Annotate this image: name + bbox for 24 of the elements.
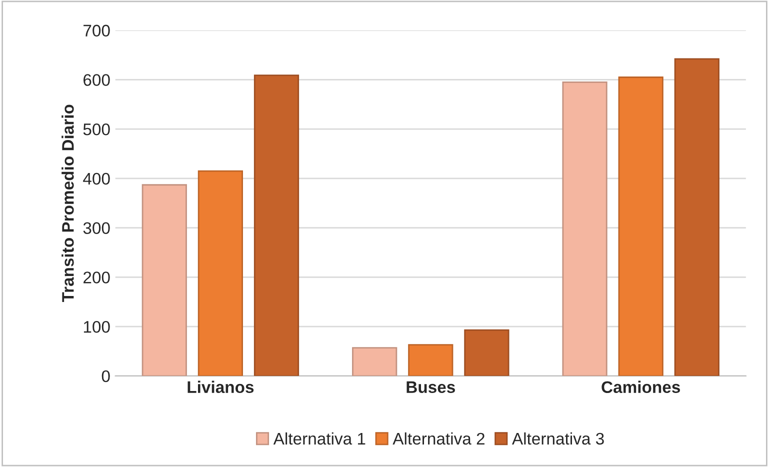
y-tick-label: 500 (83, 123, 110, 136)
y-tick-label: 300 (83, 222, 110, 234)
bar (408, 344, 454, 376)
bar (142, 184, 187, 376)
bar (464, 329, 510, 376)
bar (198, 170, 243, 376)
legend-label: Alternativa 1 (273, 432, 366, 445)
y-tick-label: 200 (84, 272, 110, 284)
legend-label: Alternativa 3 (512, 432, 604, 445)
bar (618, 76, 664, 376)
y-tick-label: 400 (83, 172, 110, 185)
x-tick-label: Buses (406, 381, 455, 394)
x-tick-label: Livianos (188, 380, 254, 394)
y-tick-label: 100 (84, 320, 110, 333)
legend-label: Alternativa 2 (392, 432, 484, 445)
y-tick-label: 700 (84, 24, 110, 37)
y-tick-label: 600 (84, 74, 110, 86)
bar (352, 347, 398, 376)
bar (254, 74, 300, 376)
bar (674, 58, 720, 376)
y-axis-title: Transito Promedio Diario (62, 104, 74, 302)
x-tick-label: Camiones (602, 380, 680, 394)
bar (562, 81, 608, 376)
y-tick-label: 0 (102, 370, 110, 382)
